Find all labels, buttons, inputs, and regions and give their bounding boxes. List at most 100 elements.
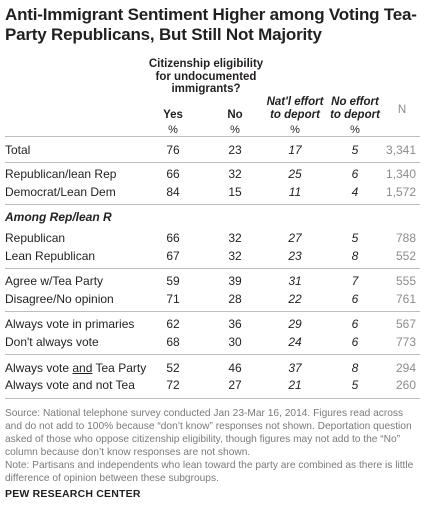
divider	[5, 354, 420, 355]
n-value: 1,572	[385, 185, 416, 199]
natl-value: 21	[288, 378, 302, 392]
yes-value: 76	[166, 143, 180, 157]
row-label: Republican	[5, 231, 66, 245]
row-label: Don't always vote	[5, 335, 99, 349]
no-value: 46	[228, 361, 242, 375]
row-label: Always vote and Tea Party	[5, 360, 146, 376]
notes: Source: National telephone survey conduc…	[5, 407, 420, 501]
no-value: 32	[228, 231, 242, 245]
row-label: Democrat/Lean Dem	[5, 185, 116, 199]
yes-value: 62	[166, 317, 180, 331]
yes-value: 72	[166, 378, 180, 392]
no-value: 15	[228, 185, 242, 199]
citizenship-header: Citizenship eligibility for undocumented…	[148, 58, 264, 95]
natl-pct: %	[290, 124, 300, 136]
natl-value: 27	[288, 231, 302, 245]
natl-value: 31	[288, 274, 302, 288]
n-value: 1,340	[385, 167, 416, 181]
table-row: Don't always vote 68 30 24 6 773	[0, 334, 425, 350]
divider	[5, 398, 420, 399]
natl-value: 25	[288, 167, 302, 181]
n-value: 761	[395, 292, 416, 306]
yes-value: 68	[166, 335, 180, 349]
noeff-value: 5	[351, 231, 359, 245]
yes-value: 59	[166, 274, 180, 288]
natl-value: 37	[288, 361, 302, 375]
natl-value: 23	[288, 249, 302, 263]
row-label: Agree w/Tea Party	[5, 274, 104, 288]
yes-value: 84	[166, 185, 180, 199]
table-row: Total 76 23 17 5 3,341	[0, 142, 425, 158]
n-value: 773	[395, 335, 416, 349]
row-label: Total	[5, 143, 31, 157]
row-label-underlined: and	[72, 361, 93, 375]
no-value: 39	[228, 274, 242, 288]
noeff-value: 7	[351, 274, 359, 288]
n-value: 3,341	[385, 143, 416, 157]
yes-value: 67	[166, 249, 180, 263]
n-header: N	[397, 104, 407, 116]
source-note: Source: National telephone survey conduc…	[5, 408, 412, 458]
noeff-value: 8	[351, 361, 359, 375]
n-value: 567	[395, 317, 416, 331]
divider	[5, 204, 420, 205]
no-header: No	[227, 109, 243, 121]
table-row: Always vote and not Tea 72 27 21 5 260	[0, 377, 425, 393]
noeff-value: 5	[351, 143, 359, 157]
organization-credit: PEW RESEARCH CENTER	[5, 488, 141, 500]
divider	[5, 162, 420, 163]
yes-value: 71	[166, 292, 180, 306]
table-row: Agree w/Tea Party 59 39 31 7 555	[0, 273, 425, 289]
natl-value: 11	[288, 185, 302, 199]
n-value: 260	[395, 378, 416, 392]
noeff-value: 6	[351, 167, 359, 181]
noeff-value: 8	[351, 249, 359, 263]
noeff-value: 6	[351, 292, 359, 306]
natl-value: 29	[288, 317, 302, 331]
noeff-value: 6	[351, 335, 359, 349]
header-divider	[5, 136, 420, 137]
table-row: Republican/lean Rep 66 32 25 6 1,340	[0, 166, 425, 182]
row-label: Always vote in primaries	[5, 317, 135, 331]
partisan-note: Note: Partisans and independents who lea…	[5, 460, 414, 484]
table-row: Democrat/Lean Dem 84 15 11 4 1,572	[0, 184, 425, 200]
row-label: Always vote and not Tea	[5, 378, 135, 392]
n-value: 788	[395, 231, 416, 245]
row-label: Lean Republican	[5, 249, 96, 263]
n-value: 552	[395, 249, 416, 263]
natl-value: 24	[288, 335, 302, 349]
yes-header: Yes	[163, 109, 183, 121]
table-row: Disagree/No opinion 71 28 22 6 761	[0, 291, 425, 307]
n-value: 555	[395, 274, 416, 288]
natl-value: 22	[288, 292, 302, 306]
no-value: 36	[228, 317, 242, 331]
divider	[5, 311, 420, 312]
noeff-value: 6	[351, 317, 359, 331]
natl-effort-header: Nat'l effort to deport	[266, 96, 324, 121]
page-title: Anti-Immigrant Sentiment Higher among Vo…	[5, 5, 417, 44]
natl-value: 17	[288, 143, 302, 157]
no-value: 27	[228, 378, 242, 392]
table-row: Always vote and Tea Party 52 46 37 8 294	[0, 360, 425, 376]
no-value: 28	[228, 292, 242, 306]
no-effort-header: No effort to deport	[330, 96, 380, 121]
table-row: Lean Republican 67 32 23 8 552	[0, 248, 425, 264]
table-row: Republican 66 32 27 5 788	[0, 230, 425, 246]
row-label: Disagree/No opinion	[5, 292, 114, 306]
no-value: 30	[228, 335, 242, 349]
table-row: Always vote in primaries 62 36 29 6 567	[0, 316, 425, 332]
yes-value: 66	[166, 167, 180, 181]
noeff-pct: %	[350, 124, 360, 136]
no-pct: %	[230, 124, 240, 136]
noeff-value: 5	[351, 378, 359, 392]
divider	[5, 268, 420, 269]
n-value: 294	[395, 361, 416, 375]
section-label: Among Rep/lean R	[5, 210, 112, 224]
row-label-pre: Always vote	[5, 361, 73, 375]
row-label-post: Tea Party	[92, 361, 147, 375]
no-value: 23	[228, 143, 242, 157]
row-label: Republican/lean Rep	[5, 167, 117, 181]
yes-value: 52	[166, 361, 180, 375]
yes-pct: %	[168, 124, 178, 136]
no-value: 32	[228, 167, 242, 181]
